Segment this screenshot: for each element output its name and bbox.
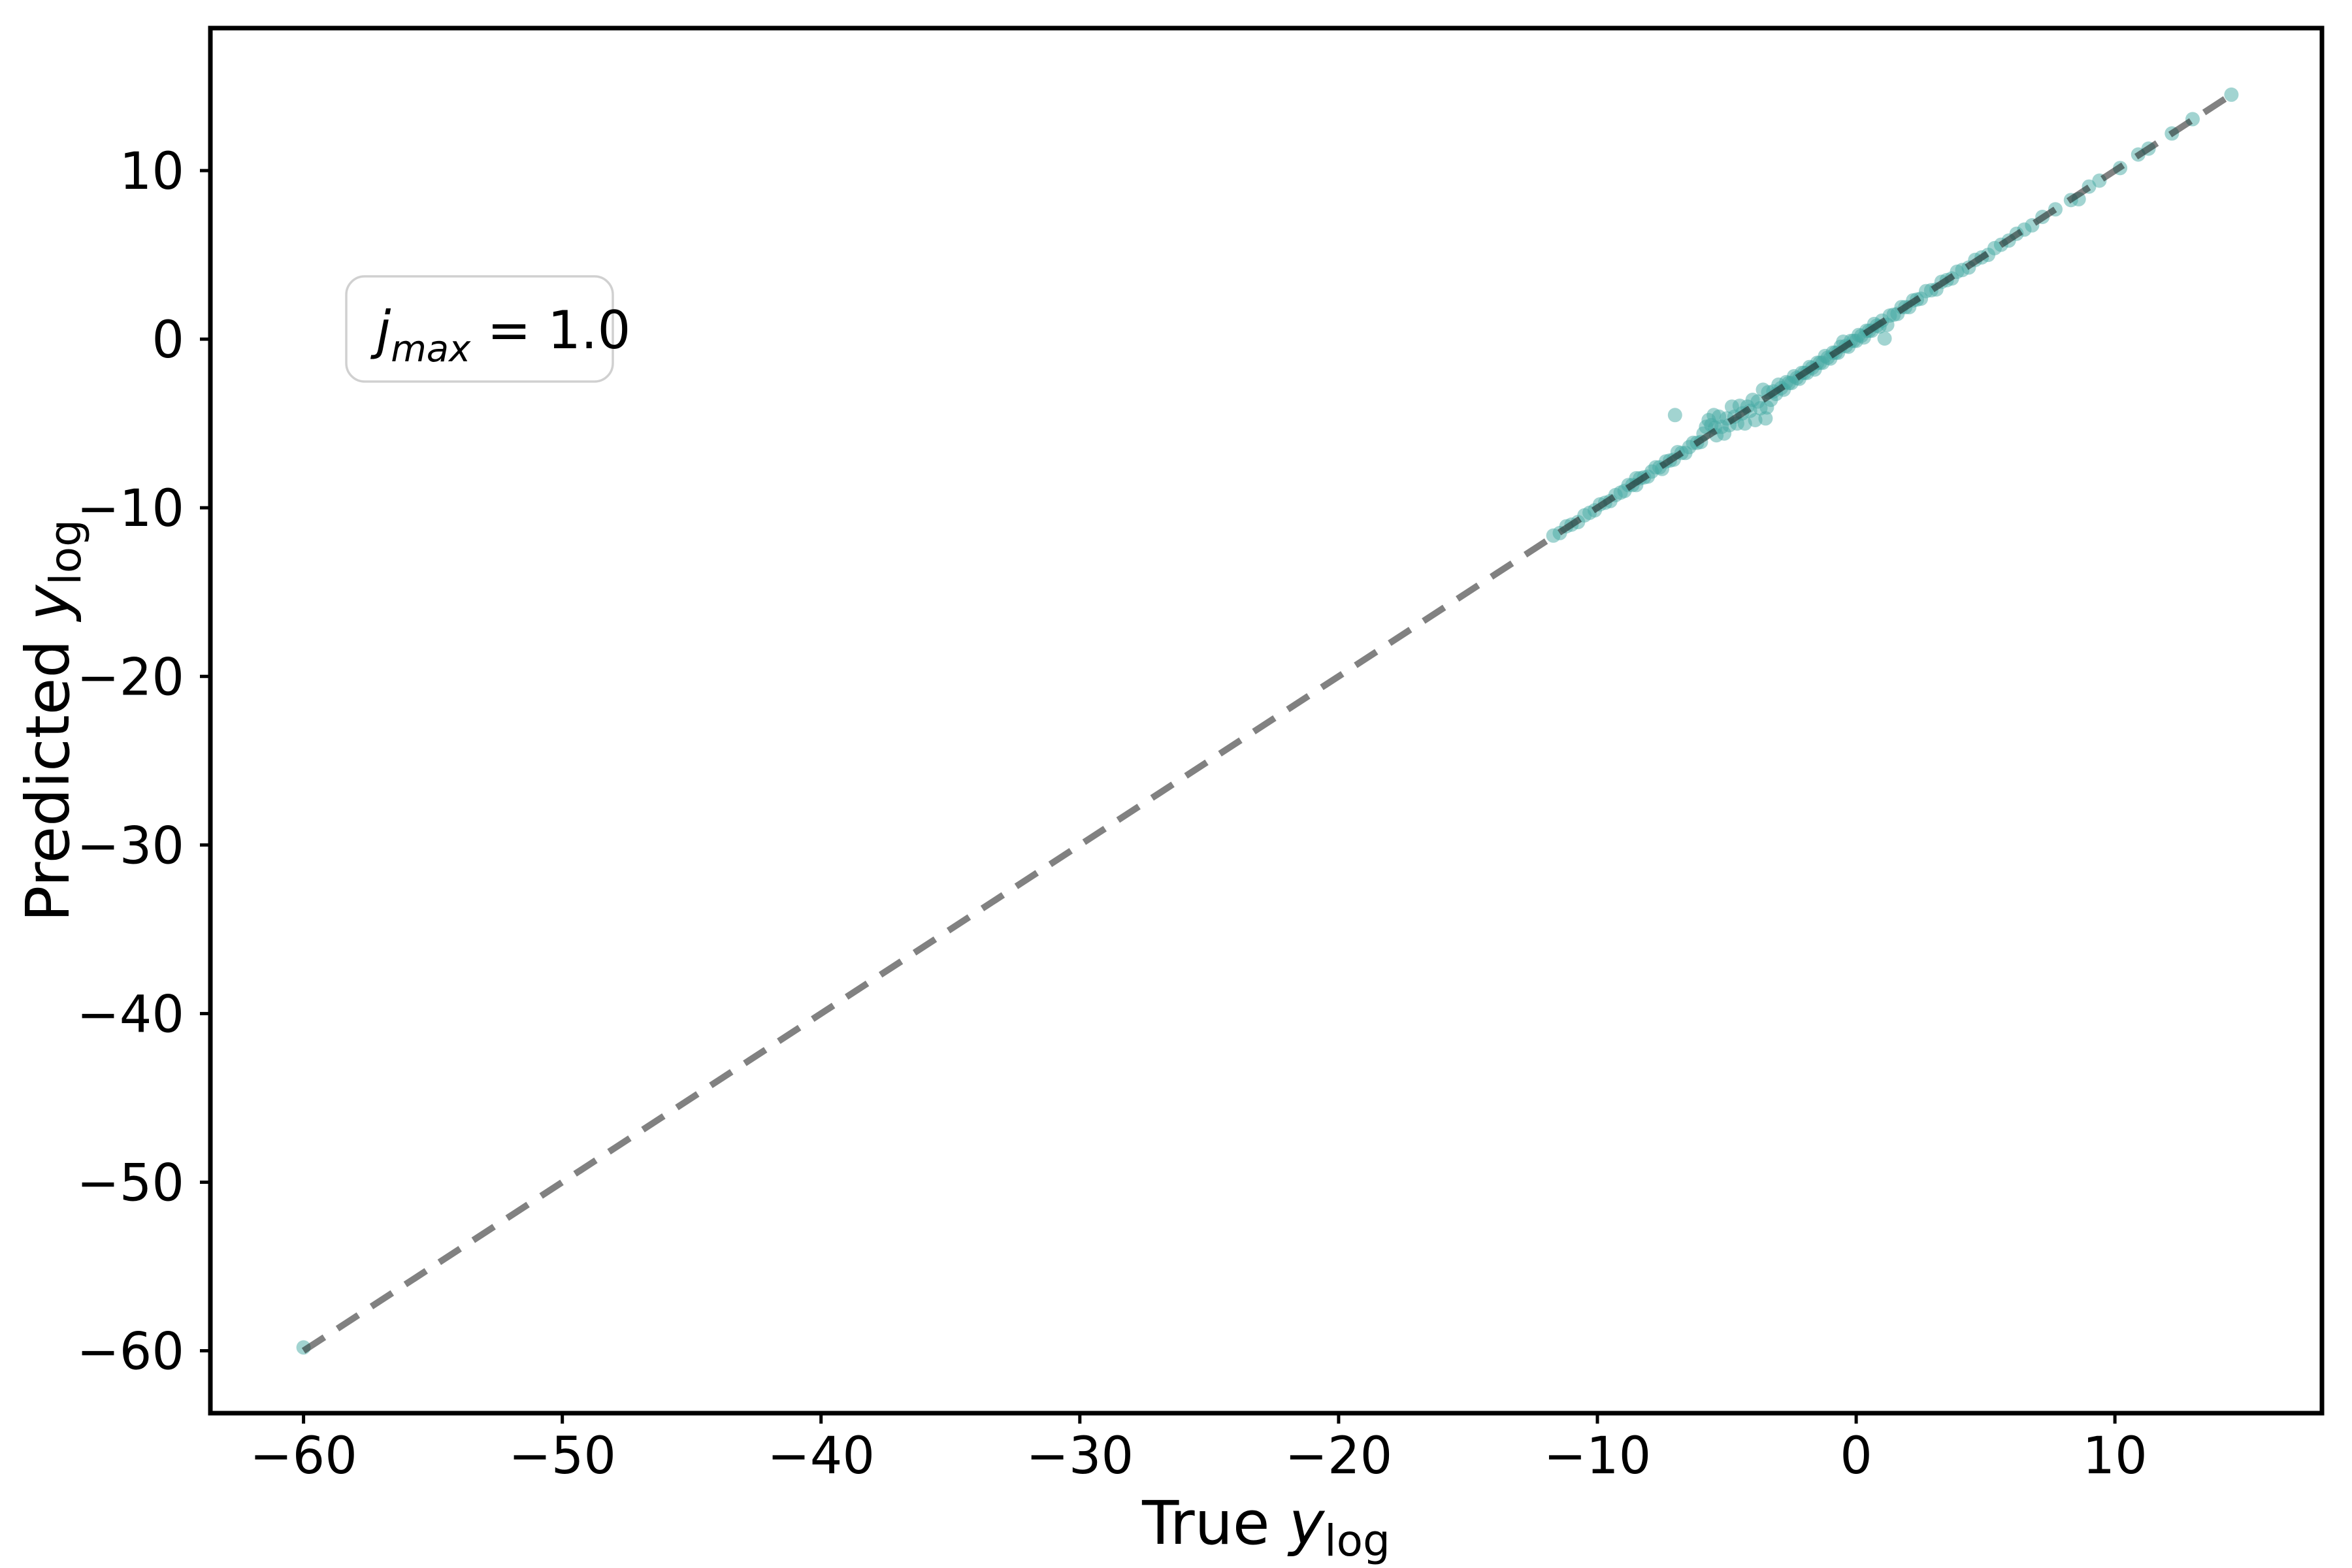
x-axis-label: True ylog xyxy=(1141,1488,1390,1566)
y-tick-label: −50 xyxy=(76,1154,184,1213)
scatter-point xyxy=(2224,87,2239,102)
y-tick-label: −60 xyxy=(76,1323,184,1382)
y-axis: 10 0 −10 −20 −30 −40 −50 −60 xyxy=(76,142,210,1382)
plot-frame xyxy=(208,25,2325,1416)
identity-line xyxy=(301,91,2234,1354)
x-tick-label: 10 xyxy=(2082,1427,2147,1486)
x-tick-label: −10 xyxy=(1544,1427,1652,1486)
x-tick-label: −30 xyxy=(1026,1427,1134,1486)
annotation-jmax: jmax = 1.0 xyxy=(345,275,630,383)
x-tick-label: −50 xyxy=(508,1427,616,1486)
y-tick-label: −10 xyxy=(76,480,184,538)
annotation-box xyxy=(345,275,614,383)
scatter-point xyxy=(1667,408,1682,423)
y-tick-label: 10 xyxy=(120,142,184,201)
x-tick-label: 0 xyxy=(1840,1427,1872,1486)
x-axis: −60 −50 −40 −30 −20 −10 0 10 xyxy=(250,1413,2148,1486)
x-tick-label: −20 xyxy=(1285,1427,1393,1486)
x-tick-label: −40 xyxy=(767,1427,875,1486)
x-tick-label: −60 xyxy=(250,1427,357,1486)
y-tick-label: −40 xyxy=(76,985,184,1044)
y-tick-label: −30 xyxy=(76,817,184,875)
y-axis-label: Predicted ylog xyxy=(13,519,91,922)
scatter-point xyxy=(1758,411,1773,426)
annotation-text: jmax = 1.0 xyxy=(370,300,630,370)
y-tick-label: −20 xyxy=(76,648,184,707)
y-tick-label: 0 xyxy=(152,311,184,370)
scatter-point xyxy=(1877,331,1892,346)
